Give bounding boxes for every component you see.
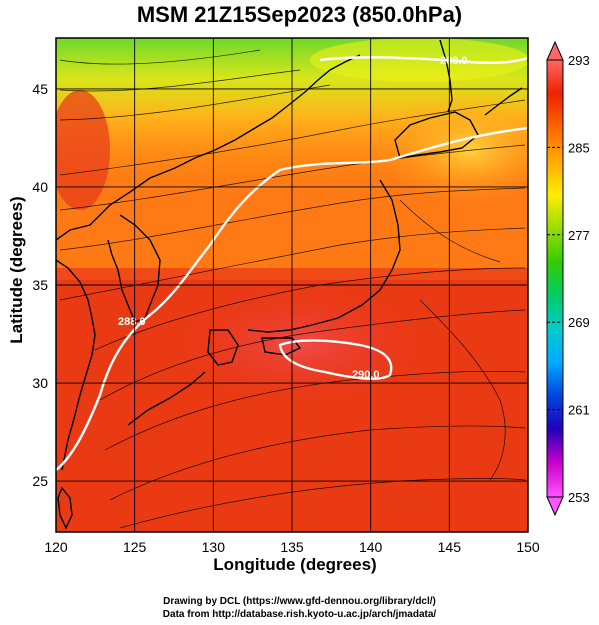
plot-frame [55, 37, 529, 533]
colorbar-tick-label: 293 [568, 53, 590, 68]
x-tick-label: 125 [123, 539, 147, 555]
colorbar: 293 285 277 269 261 253 [546, 40, 590, 517]
coast-china-east [56, 259, 96, 471]
y-tick-label: 45 [32, 81, 48, 97]
colorbar-max-arrow [546, 40, 564, 61]
coast-asia-mainland [56, 54, 361, 241]
coast-taiwan [57, 486, 73, 530]
credit-data-source: Data from http://database.rish.kyoto-u.a… [162, 609, 437, 620]
colorbar-bar [546, 59, 564, 498]
contour-label: 288.0 [440, 55, 468, 67]
contour-label-layer: 288.0 290.0 288.0 [118, 55, 468, 381]
y-tick-label: 30 [32, 375, 48, 391]
colorbar-tick-label: 285 [568, 140, 590, 155]
x-axis-label: Longitude (degrees) [213, 555, 377, 574]
map-title: MSM 21Z15Sep2023 (850.0hPa) [136, 2, 463, 27]
y-tick-label: 35 [32, 277, 48, 293]
x-tick-label: 130 [202, 539, 226, 555]
x-tick-label: 120 [44, 539, 68, 555]
coast-kyushu [207, 329, 239, 366]
coast-shikoku [261, 337, 302, 356]
isotherm-contours [56, 56, 528, 471]
contour-label: 290.0 [352, 369, 380, 381]
colorbar-tick-label: 269 [568, 315, 590, 330]
x-tick-label: 140 [359, 539, 383, 555]
coast-sakhalin [439, 39, 453, 113]
x-tick-label: 145 [438, 539, 462, 555]
y-tick-label: 40 [32, 179, 48, 195]
contour-diagonal [56, 126, 528, 471]
contour-label: 288.0 [118, 316, 146, 328]
x-axis: 120 125 130 135 140 145 150 [44, 539, 540, 555]
x-tick-label: 135 [280, 539, 304, 555]
colorbar-tick-label: 261 [568, 403, 590, 418]
colorbar-min-arrow [546, 496, 564, 517]
y-axis: 25 30 35 40 45 [32, 81, 48, 489]
coast-kurils [484, 87, 523, 116]
colorbar-tick-label: 277 [568, 228, 590, 243]
colorbar-tick-label: 253 [568, 490, 590, 505]
coast-ryukyu [127, 371, 206, 426]
x-tick-label: 150 [516, 539, 540, 555]
credit-drawing: Drawing by DCL (https://www.gfd-dennou.o… [163, 596, 436, 607]
y-tick-label: 25 [32, 473, 48, 489]
y-axis-label: Latitude (degrees) [7, 196, 26, 344]
contour-warm-core [278, 339, 393, 380]
contour-north [319, 56, 528, 64]
